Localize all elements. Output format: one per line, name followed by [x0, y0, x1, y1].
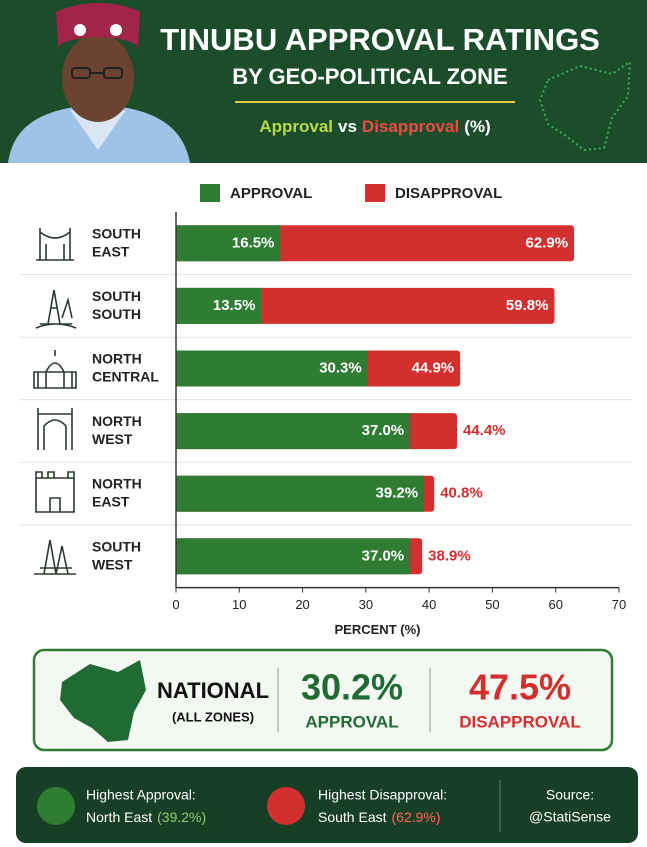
- approval-bar: [176, 538, 411, 575]
- disapproval-value-label: 38.9%: [428, 547, 471, 564]
- approval-value-label: 13.5%: [213, 297, 256, 314]
- x-tick-label: 10: [232, 597, 246, 612]
- category-label: NORTH EAST: [92, 475, 142, 509]
- approval-value-label: 39.2%: [376, 485, 419, 502]
- category-label: SOUTH SOUTH: [92, 288, 141, 322]
- subtitle-unit: (%): [464, 117, 490, 136]
- source-handle: @StatiSense: [529, 809, 611, 825]
- footer-label: Highest Approval:: [86, 787, 196, 803]
- approval-icon: [37, 787, 75, 825]
- nigeria-map-dots: [538, 60, 632, 152]
- approval-value-label: 37.0%: [362, 547, 405, 564]
- national-label: NATIONAL: [157, 678, 269, 703]
- category-label: NORTH WEST: [92, 413, 142, 447]
- approval-value-label: 37.0%: [362, 422, 405, 439]
- zone-icons: [33, 228, 77, 575]
- legend-label: DISAPPROVAL: [395, 185, 502, 202]
- national-approval-value: 30.2%: [301, 667, 403, 708]
- subtitle: Approval vs Disapproval (%): [259, 117, 490, 136]
- legend-swatch: [200, 184, 220, 202]
- footer-detail: South East (62.9%): [318, 809, 441, 825]
- national-box: [32, 648, 614, 752]
- national-disapproval-label: DISAPPROVAL: [459, 712, 581, 731]
- national-sublabel: (ALL ZONES): [172, 709, 254, 724]
- x-tick-label: 0: [172, 597, 179, 612]
- disapproval-value-label: 44.9%: [412, 359, 455, 376]
- x-tick-label: 40: [422, 597, 436, 612]
- approval-value-label: 30.3%: [319, 359, 362, 376]
- category-label: NORTH CENTRAL: [92, 350, 159, 384]
- disapproval-bar: [176, 287, 555, 324]
- x-tick-label: 50: [485, 597, 499, 612]
- subtitle-vs: vs: [338, 117, 357, 136]
- subtitle-disapproval: Disapproval: [362, 117, 459, 136]
- title-line2: BY GEO-POLITICAL ZONE: [232, 64, 507, 89]
- disapproval-value-label: 59.8%: [506, 297, 549, 314]
- approval-bar: [176, 350, 368, 387]
- footer-bg: [16, 767, 638, 843]
- legend-label: APPROVAL: [230, 185, 312, 202]
- x-tick-label: 20: [295, 597, 309, 612]
- footer-value: (39.2%): [157, 809, 206, 825]
- footer-label: Highest Disapproval:: [318, 787, 447, 803]
- x-axis-title: PERCENT (%): [335, 622, 421, 637]
- disapproval-icon: [267, 787, 305, 825]
- national-map: [60, 660, 146, 742]
- disapproval-value-label: 44.4%: [463, 422, 506, 439]
- title: TINUBU APPROVAL RATINGS: [160, 22, 600, 57]
- legend-swatch: [365, 184, 385, 202]
- footer-zone: North East: [86, 809, 152, 825]
- source-label: Source:: [546, 787, 594, 803]
- approval-value-label: 16.5%: [232, 234, 275, 251]
- approval-bar: [176, 225, 281, 262]
- approval-bar: [176, 287, 262, 324]
- subtitle-approval: Approval: [259, 117, 333, 136]
- national-approval-label: APPROVAL: [305, 712, 398, 731]
- approval-bar: [176, 413, 411, 450]
- x-tick-label: 30: [359, 597, 373, 612]
- x-tick-label: 70: [612, 597, 626, 612]
- category-label: SOUTH WEST: [92, 538, 141, 572]
- portrait: [8, 3, 190, 163]
- national-disapproval-value: 47.5%: [469, 667, 571, 708]
- footer-zone: South East: [318, 809, 387, 825]
- category-label: SOUTH EAST: [92, 225, 141, 259]
- footer-value: (62.9%): [392, 809, 441, 825]
- footer-detail: North East (39.2%): [86, 809, 206, 825]
- approval-bar: [176, 475, 425, 512]
- disapproval-value-label: 40.8%: [440, 485, 483, 502]
- x-tick-label: 60: [548, 597, 562, 612]
- disapproval-value-label: 62.9%: [526, 234, 569, 251]
